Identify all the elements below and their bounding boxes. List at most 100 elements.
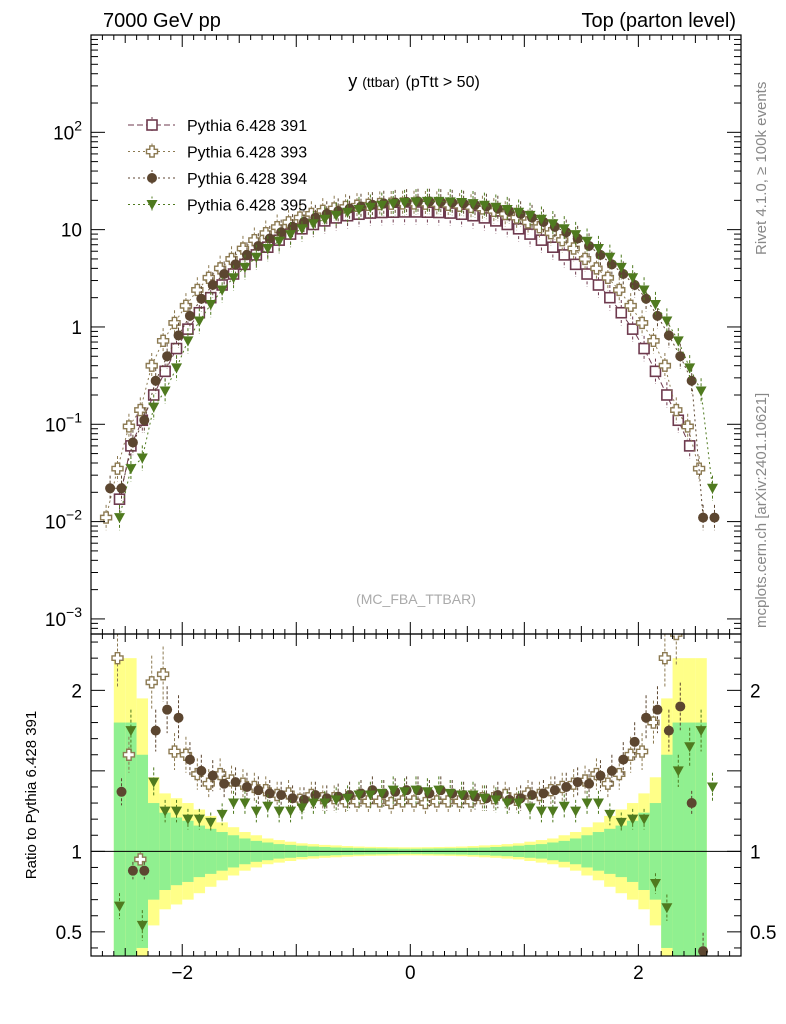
main-point [285,230,297,241]
main-point [421,196,433,207]
ratio-point [604,809,616,820]
ratio-point [205,817,217,828]
main-point [273,236,285,247]
main-point [513,207,525,218]
main-point [171,363,183,374]
ratio-point [456,790,468,801]
main-point [399,198,411,209]
ratio-point [706,782,718,793]
main-series-layer [99,188,720,531]
main-point [410,197,422,208]
ratio-point [148,777,160,788]
main-point [150,375,161,386]
ratio-point [592,798,604,809]
main-point [478,200,490,211]
band-green-bin [672,722,684,956]
band-green-bin [683,722,696,956]
y-ratio-tick-label-right: 2 [750,681,761,702]
main-point [629,279,640,290]
ratio-point [581,798,593,809]
y-ratio-tick-label: 1 [71,842,82,863]
y-main-tick-label: 1 [71,318,82,339]
ratio-point [538,788,549,799]
main-point [156,334,170,348]
main-point [535,234,548,246]
ratio-point [239,798,251,809]
ratio-point [467,790,479,801]
main-point [114,513,126,524]
main-point [524,228,536,240]
main-point [433,196,445,207]
main-point [635,316,649,330]
main-point [547,219,559,230]
ratio-point [111,651,124,665]
main-point [683,440,696,452]
plot-title-sub: (ttbar) [362,74,399,90]
ratio-point [342,793,354,804]
ratio-point [421,787,433,798]
main-point [578,252,592,266]
ratio-point [162,704,173,715]
main-point [569,258,582,271]
ratio-point [444,788,456,799]
main-point [239,262,251,273]
main-point [501,218,514,231]
ratio-point [193,814,205,825]
main-point [661,389,673,401]
y-ratio-tick-label-right: 1 [750,842,761,863]
ratio-point [410,785,422,796]
main-point [307,219,319,230]
main-point [127,437,138,448]
ratio-point [433,785,445,796]
ratio-point [618,754,629,765]
axis-ticks [90,34,742,956]
ratio-point [670,634,683,641]
band-green-bin [113,722,126,956]
main-point [342,207,354,218]
ratio-point [686,798,697,809]
main-series-line [105,202,700,518]
main-point [162,351,173,362]
ratio-point [684,742,696,753]
ratio-point [570,806,582,817]
ratio-point [627,814,639,825]
ratio-point [527,790,538,800]
main-point [253,240,264,251]
axis-tick-labels: −2 0 2 10−3 10−2 10−1 1 10 102 0.5 0.5 1 1 2 2 [45,117,777,984]
main-series-line [110,200,715,519]
main-point [706,483,718,494]
ratio-point [276,790,287,800]
ratio-point [629,736,640,747]
ratio-ylabel: Ratio to Pythia 6.428 391 [23,711,40,879]
legend-label: Pythia 6.428 393 [187,145,307,162]
main-point [207,279,218,290]
y-ratio-tick-label: 2 [71,681,82,702]
ratio-point [658,651,672,665]
ratio-point [207,770,218,781]
legend-label: Pythia 6.428 394 [187,171,307,188]
main-point [663,330,674,341]
main-point [134,403,147,417]
y-main-tick-label: 10−1 [45,409,82,436]
ratio-point [216,809,228,820]
main-point [592,279,605,291]
ratio-point [228,798,240,809]
ratio-point [387,785,399,796]
main-point [173,330,184,341]
main-point [638,342,650,355]
ratio-point [572,777,583,788]
ratio-point [615,817,627,828]
y-ratio-tick-label-right: 0.5 [750,923,776,944]
ratio-point [384,796,398,810]
main-point [168,316,181,330]
main-point [601,271,615,285]
ratio-point [171,806,183,817]
ratio-point [442,795,455,808]
main-point [684,363,696,374]
main-point [641,293,652,304]
ratio-point [264,788,275,799]
ratio-point [298,794,309,805]
main-point [136,453,148,464]
main-point [159,386,171,397]
main-point [264,233,275,244]
